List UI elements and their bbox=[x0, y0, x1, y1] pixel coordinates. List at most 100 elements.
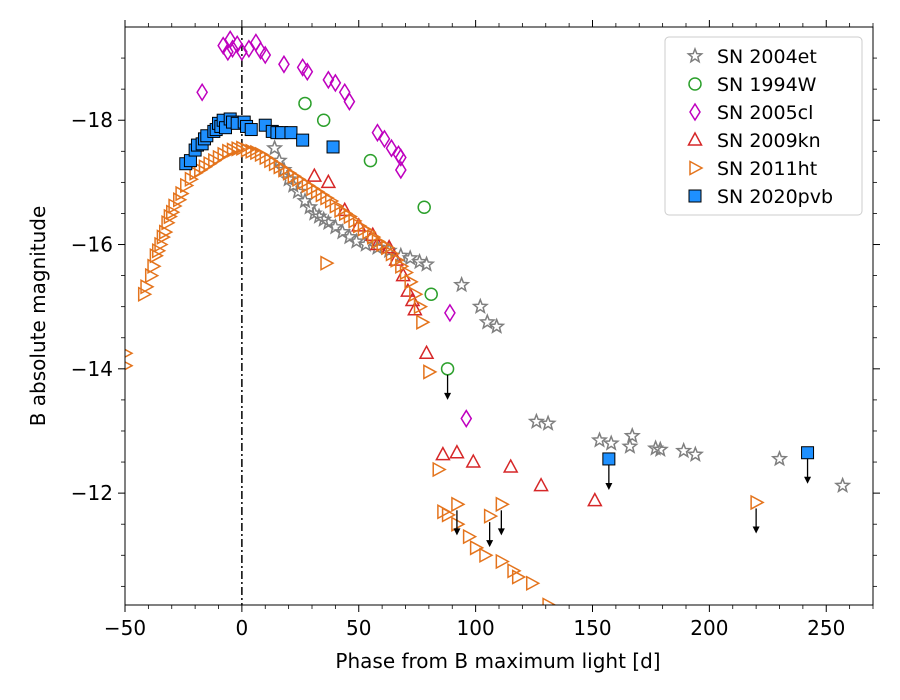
data-point bbox=[416, 314, 431, 330]
data-point bbox=[319, 213, 338, 231]
data-point bbox=[394, 160, 407, 180]
data-point bbox=[173, 192, 188, 208]
data-point bbox=[465, 453, 482, 468]
data-point bbox=[409, 286, 424, 303]
legend-box bbox=[664, 36, 863, 216]
data-point bbox=[316, 113, 331, 127]
upper-limit-arrowhead bbox=[444, 392, 452, 400]
data-point bbox=[175, 185, 190, 202]
data-point bbox=[533, 477, 549, 492]
series-sn-2011ht bbox=[125, 140, 765, 605]
x-tick-label: 250 bbox=[807, 616, 845, 640]
data-point bbox=[243, 39, 255, 59]
data-point bbox=[525, 575, 541, 592]
data-point bbox=[244, 123, 258, 137]
data-point bbox=[224, 30, 237, 49]
data-point bbox=[417, 255, 436, 272]
data-point bbox=[407, 301, 423, 316]
data-point bbox=[296, 191, 314, 209]
data-point bbox=[329, 73, 342, 93]
legend-label: SN 2004et bbox=[717, 46, 817, 68]
legend-label: SN 2020pvb bbox=[717, 186, 833, 208]
upper-limit-arrowhead bbox=[453, 528, 461, 536]
legend-marker bbox=[689, 160, 704, 176]
data-point bbox=[401, 249, 419, 266]
data-point bbox=[770, 449, 789, 467]
data-point bbox=[156, 229, 171, 245]
data-point bbox=[363, 153, 378, 168]
data-point bbox=[340, 227, 359, 245]
data-point bbox=[423, 364, 438, 380]
data-point bbox=[587, 492, 603, 507]
data-point bbox=[449, 444, 465, 459]
data-point bbox=[471, 297, 489, 315]
data-point bbox=[329, 198, 344, 214]
data-point bbox=[343, 92, 356, 111]
data-point bbox=[542, 597, 557, 605]
y-tick-label: −18 bbox=[71, 108, 113, 132]
data-point bbox=[404, 274, 419, 290]
x-tick-label: 0 bbox=[236, 616, 249, 640]
x-axis-label: Phase from B maximum light [d] bbox=[335, 649, 660, 673]
data-point bbox=[394, 148, 407, 167]
data-point bbox=[440, 362, 455, 376]
data-point bbox=[362, 224, 377, 240]
data-point bbox=[265, 139, 284, 156]
data-point bbox=[161, 215, 176, 231]
data-point bbox=[231, 141, 246, 157]
data-point bbox=[400, 282, 416, 297]
data-point bbox=[371, 123, 384, 143]
upper-limit-arrowhead bbox=[752, 526, 760, 534]
data-point bbox=[259, 45, 272, 65]
data-point bbox=[507, 563, 522, 579]
x-tick-label: 150 bbox=[573, 616, 611, 640]
data-point bbox=[301, 62, 314, 82]
data-point bbox=[333, 223, 352, 240]
data-point bbox=[322, 70, 335, 90]
data-point bbox=[326, 218, 345, 235]
data-point bbox=[417, 200, 431, 214]
x-tick-label: 100 bbox=[457, 616, 495, 640]
y-tick-label: −12 bbox=[71, 481, 113, 505]
legend-label: SN 2011ht bbox=[717, 158, 817, 180]
legend-marker bbox=[688, 77, 702, 91]
data-point bbox=[395, 258, 410, 275]
data-point bbox=[320, 173, 337, 189]
data-point bbox=[278, 54, 290, 74]
upper-limit-arrowhead bbox=[605, 482, 613, 490]
data-point bbox=[144, 267, 160, 284]
data-point bbox=[590, 431, 609, 448]
data-point bbox=[451, 496, 466, 513]
x-tick-label: −50 bbox=[104, 616, 146, 640]
data-point bbox=[245, 143, 260, 160]
data-point bbox=[301, 198, 319, 215]
data-point bbox=[833, 476, 852, 494]
data-point bbox=[196, 82, 209, 102]
data-point bbox=[801, 446, 815, 460]
y-tick-label: −16 bbox=[71, 233, 113, 257]
upper-limit-arrows bbox=[444, 374, 812, 548]
data-point bbox=[511, 569, 527, 585]
y-axis-label: B absolute magnitude bbox=[26, 206, 50, 427]
data-point bbox=[424, 287, 438, 301]
data-point bbox=[527, 412, 546, 430]
data-point bbox=[675, 441, 693, 459]
data-point bbox=[460, 409, 473, 428]
series-sn-1994w bbox=[298, 96, 455, 376]
data-point bbox=[338, 82, 351, 102]
data-point bbox=[140, 279, 155, 295]
data-point bbox=[469, 540, 485, 556]
data-point bbox=[347, 232, 366, 249]
legend-label: SN 2005cl bbox=[717, 102, 813, 124]
series-sn-2005cl bbox=[196, 30, 473, 428]
data-point bbox=[378, 129, 391, 149]
data-point bbox=[221, 42, 234, 62]
data-point bbox=[602, 434, 620, 451]
data-point bbox=[222, 143, 237, 160]
data-point bbox=[367, 229, 382, 245]
data-point bbox=[166, 204, 181, 220]
data-point bbox=[284, 126, 298, 140]
legend-marker bbox=[686, 46, 704, 64]
legend-marker bbox=[689, 102, 701, 122]
